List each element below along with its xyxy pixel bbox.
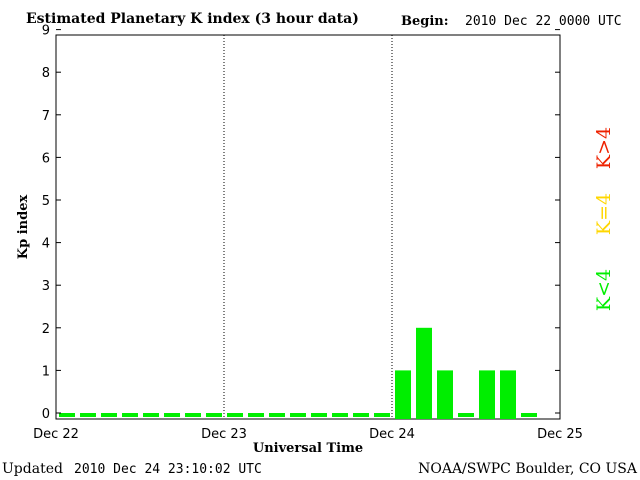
kp-bar <box>269 413 285 417</box>
kp-bar <box>59 413 75 417</box>
kp-bar <box>164 413 180 417</box>
kp-bar <box>227 413 243 417</box>
kp-bar <box>416 327 432 419</box>
kp-bar <box>290 413 306 417</box>
legend-quiet: K<4 <box>593 269 615 311</box>
kp-bar <box>374 413 390 417</box>
y-axis-label: Kp index <box>16 195 31 260</box>
x-tick-label: Dec 23 <box>201 427 247 442</box>
legend-moderate: K=4 <box>593 193 615 235</box>
x-ticks: Dec 22 Dec 23 Dec 24 Dec 25 <box>33 427 583 442</box>
kp-bar <box>458 413 474 417</box>
kp-bar <box>437 370 453 419</box>
kp-bar <box>122 413 138 417</box>
kp-bar <box>101 413 117 417</box>
kp-bar <box>332 413 348 417</box>
y-tick-label: 2 <box>42 322 50 337</box>
kp-bar <box>80 413 96 417</box>
y-tick-label: 4 <box>42 237 50 252</box>
y-ticks: 0 1 2 3 4 5 6 7 8 9 <box>42 24 560 422</box>
kp-bar <box>143 413 159 417</box>
kp-bar <box>185 413 201 417</box>
legend-storm: K>4 <box>593 127 615 169</box>
x-tick-label: Dec 25 <box>537 427 583 442</box>
day-dividers <box>223 35 393 419</box>
y-tick-label: 8 <box>42 66 50 81</box>
kp-bar <box>311 413 327 417</box>
bars-group <box>59 327 537 419</box>
y-tick-label: 3 <box>42 279 50 294</box>
kp-bar <box>479 370 495 419</box>
kp-bar <box>206 413 222 417</box>
updated-label: Updated <box>2 461 63 477</box>
plot-frame <box>55 34 561 420</box>
kp-bar <box>500 370 516 419</box>
begin-value: 2010 Dec 22 0000 UTC <box>465 14 622 29</box>
y-tick-label: 6 <box>42 151 50 166</box>
x-axis-label: Universal Time <box>253 441 363 456</box>
y-tick-label: 9 <box>42 24 50 39</box>
y-tick-label: 5 <box>42 194 50 209</box>
x-tick-label: Dec 22 <box>33 427 79 442</box>
kp-bar <box>248 413 264 417</box>
source-credit: NOAA/SWPC Boulder, CO USA <box>418 461 638 477</box>
kp-bar <box>395 370 411 419</box>
y-tick-label: 0 <box>42 407 50 422</box>
y-tick-label: 1 <box>42 364 50 379</box>
updated-value: 2010 Dec 24 23:10:02 UTC <box>74 462 262 477</box>
kp-bar <box>521 413 537 417</box>
chart-title: Estimated Planetary K index (3 hour data… <box>26 11 359 27</box>
y-tick-label: 7 <box>42 109 50 124</box>
kp-bar <box>353 413 369 417</box>
begin-label: Begin: <box>401 14 449 29</box>
x-tick-label: Dec 24 <box>369 427 415 442</box>
